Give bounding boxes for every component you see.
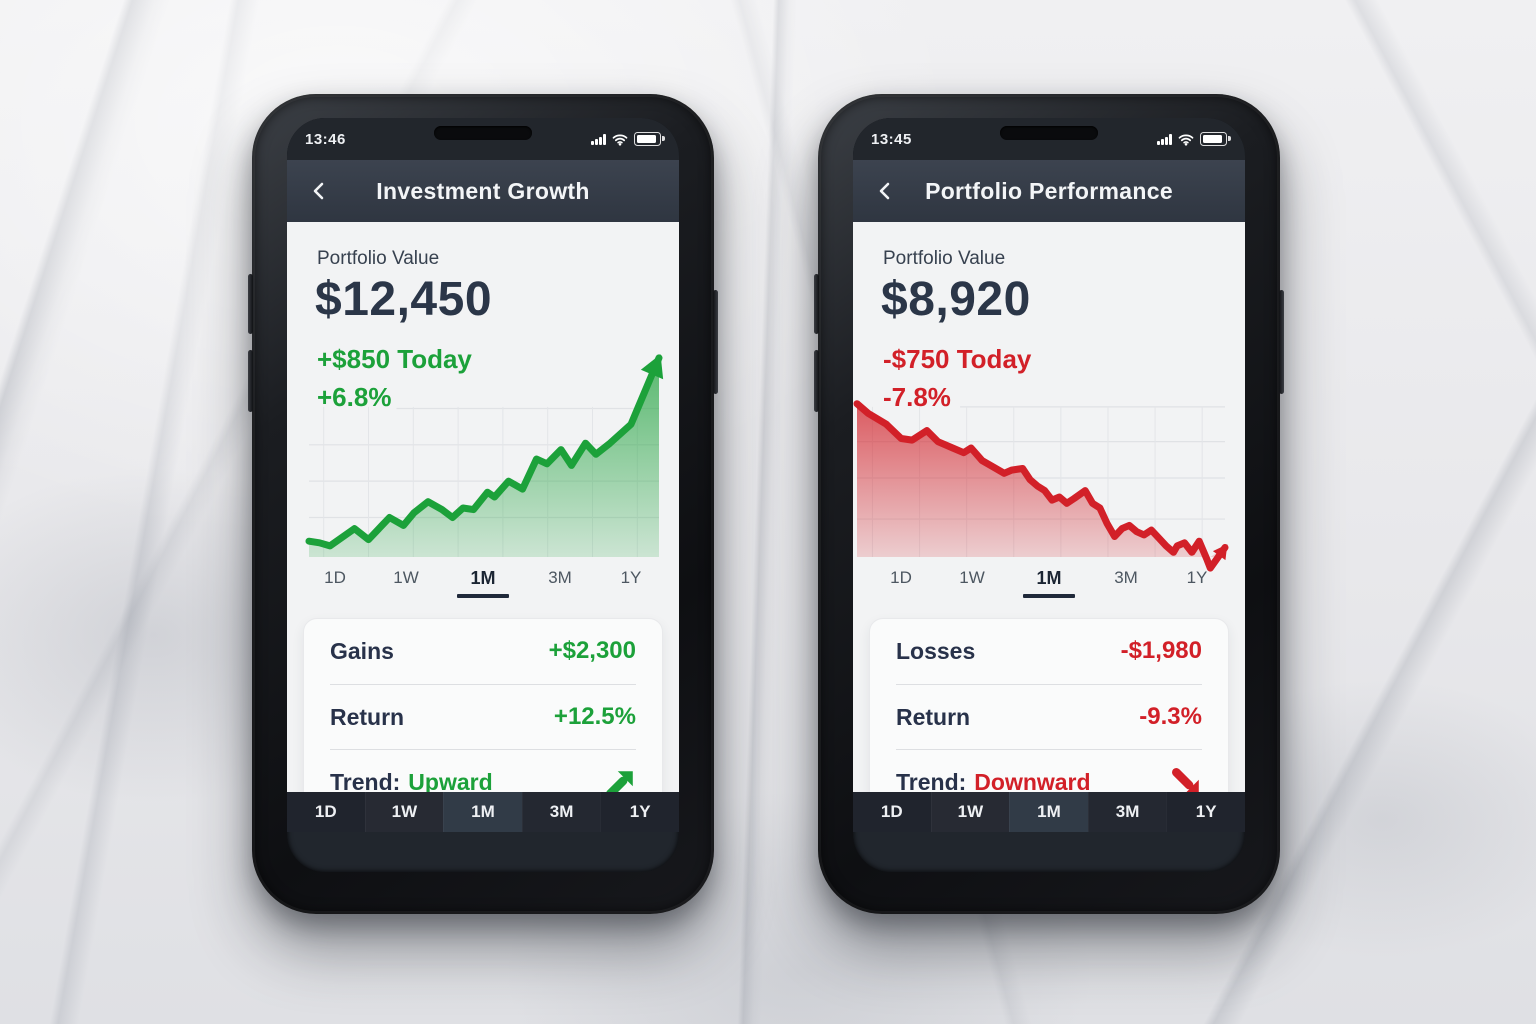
battery-icon <box>1200 131 1231 147</box>
signal-icon <box>591 134 606 145</box>
bottom-nav: 1D 1W 1M 3M 1Y <box>287 792 679 832</box>
battery-icon <box>634 131 665 147</box>
range-tab-1y[interactable]: 1Y <box>1186 568 1208 587</box>
stat-value: +12.5% <box>553 703 636 730</box>
speaker-notch <box>434 126 532 140</box>
stat-row-return: Return +12.5% <box>330 685 636 751</box>
phone-left: 13:46 Investment Growth <box>248 94 718 914</box>
chevron-left-icon <box>879 182 890 200</box>
app-header: Portfolio Performance <box>853 160 1245 222</box>
nav-tab-1m[interactable]: 1M <box>443 792 522 832</box>
nav-tab-3m[interactable]: 3M <box>1087 792 1167 832</box>
stats-card: Losses -$1,980 Return -9.3% Trend: Downwa… <box>869 618 1229 816</box>
range-tab-1w[interactable]: 1W <box>393 568 419 587</box>
power-button <box>713 290 718 394</box>
arrow-down-right-icon <box>1172 767 1199 795</box>
portfolio-value-label: Portfolio Value <box>883 248 1006 269</box>
status-time: 13:46 <box>305 130 346 148</box>
trend-label: Trend: <box>330 769 401 796</box>
wifi-icon <box>612 134 628 146</box>
portfolio-chart <box>305 354 664 557</box>
page-title: Investment Growth <box>376 177 590 204</box>
stat-row-return: Return -9.3% <box>896 685 1202 751</box>
volume-up-button <box>814 274 819 334</box>
stats-card: Gains +$2,300 Return +12.5% Trend: Upward <box>303 618 663 816</box>
range-tab-label: 1M <box>470 568 496 588</box>
change-today: +$850 Today <box>317 344 472 374</box>
nav-tab-1m[interactable]: 1M <box>1009 792 1088 832</box>
range-tab-1w[interactable]: 1W <box>959 568 985 587</box>
portfolio-value: $12,450 <box>315 273 493 326</box>
signal-icon <box>1157 134 1172 145</box>
stat-row-trend: Trend: Downward <box>896 750 1202 815</box>
phone-screen: 13:46 Investment Growth <box>287 118 679 872</box>
bottom-nav: 1D 1W 1M 3M 1Y <box>853 792 1245 832</box>
change-percent: -7.8% <box>883 382 951 412</box>
nav-tab-1w[interactable]: 1W <box>364 792 444 832</box>
nav-tab-1d[interactable]: 1D <box>314 802 337 821</box>
chevron-left-icon <box>313 182 324 200</box>
trend-text: Trend: Upward <box>330 769 493 796</box>
range-tab-1d[interactable]: 1D <box>324 568 346 587</box>
nav-tab-1y[interactable]: 1Y <box>600 792 679 832</box>
power-button <box>1279 290 1284 394</box>
volume-down-button <box>814 350 819 412</box>
change-today: -$750 Today <box>883 344 1032 374</box>
arrow-up-right-icon <box>606 770 633 798</box>
range-tab-3m[interactable]: 3M <box>548 568 572 587</box>
nav-tab-3m[interactable]: 3M <box>521 792 601 832</box>
volume-down-button <box>248 350 253 412</box>
change-percent: +6.8% <box>317 382 392 412</box>
stat-value: -$1,980 <box>1120 637 1202 665</box>
stat-row-trend: Trend: Upward <box>330 750 636 815</box>
nav-tab-1y[interactable]: 1Y <box>1166 792 1245 832</box>
status-bar: 13:45 <box>853 118 1245 160</box>
screen-content: Portfolio Value $12,450 +$850 Today +6.8… <box>287 222 679 832</box>
trend-value: Upward <box>408 769 493 796</box>
back-button[interactable] <box>307 178 333 204</box>
stat-label: Return <box>896 703 971 730</box>
stat-row-losses: Losses -$1,980 <box>896 619 1202 685</box>
range-tab-1m[interactable]: 1M <box>457 564 509 598</box>
phone-screen: 13:45 Portfolio Performance <box>853 118 1245 872</box>
trend-label: Trend: <box>896 769 967 796</box>
stat-value: -9.3% <box>1139 703 1202 730</box>
range-tabs: 1D 1W 1M 3M 1Y <box>881 564 1217 602</box>
range-tab-label: 1M <box>1036 568 1062 588</box>
wifi-icon <box>1178 134 1194 146</box>
portfolio-value-label: Portfolio Value <box>317 248 440 269</box>
status-time: 13:45 <box>871 130 912 148</box>
stat-label: Gains <box>330 637 394 664</box>
range-tab-1d[interactable]: 1D <box>890 568 912 587</box>
stat-label: Losses <box>896 637 976 664</box>
stat-value: +$2,300 <box>548 637 636 665</box>
back-button[interactable] <box>873 178 899 204</box>
volume-up-button <box>248 274 253 334</box>
screen-content: Portfolio Value $8,920 -$750 Today -7.8%… <box>853 222 1245 832</box>
portfolio-chart <box>853 399 1229 572</box>
range-tab-1m[interactable]: 1M <box>1023 564 1075 598</box>
stat-label: Return <box>330 703 405 730</box>
range-tab-3m[interactable]: 3M <box>1114 568 1138 587</box>
range-tabs: 1D 1W 1M 3M 1Y <box>315 564 651 602</box>
status-bar: 13:46 <box>287 118 679 160</box>
page-title: Portfolio Performance <box>925 177 1173 204</box>
speaker-notch <box>1000 126 1098 140</box>
range-tab-1y[interactable]: 1Y <box>620 568 642 587</box>
phone-right: 13:45 Portfolio Performance <box>814 94 1284 914</box>
trend-value: Downward <box>974 769 1091 796</box>
portfolio-value: $8,920 <box>881 273 1031 326</box>
nav-tab-1d[interactable]: 1D <box>880 802 903 821</box>
stat-row-gains: Gains +$2,300 <box>330 619 636 685</box>
nav-tab-1w[interactable]: 1W <box>930 792 1010 832</box>
trend-text: Trend: Downward <box>896 769 1091 796</box>
app-header: Investment Growth <box>287 160 679 222</box>
